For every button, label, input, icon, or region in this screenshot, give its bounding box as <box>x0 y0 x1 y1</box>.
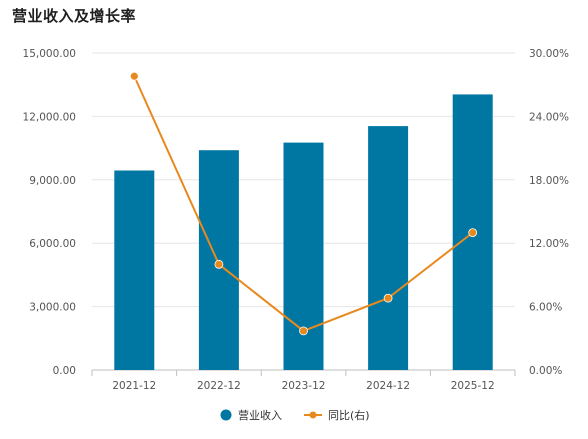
bar <box>283 142 324 370</box>
bar <box>368 126 409 370</box>
line-point <box>468 228 478 238</box>
y-left-tick-label: 9,000.00 <box>29 175 76 187</box>
legend-marker-bar <box>220 409 232 421</box>
x-tick-label: 2024-12 <box>366 380 410 392</box>
legend-label: 同比(右) <box>328 408 370 422</box>
y-right-tick-label: 18.00% <box>529 175 569 187</box>
x-tick-label: 2022-12 <box>197 380 241 392</box>
line-point <box>129 71 139 81</box>
y-right-tick-label: 24.00% <box>529 111 569 123</box>
tick-labels: 0.00 3,000.00 6,000.00 9,000.00 12,000.00 15,… <box>23 48 570 392</box>
line-point <box>214 259 224 269</box>
y-left-tick-label: 6,000.00 <box>29 238 76 250</box>
y-right-tick-label: 12.00% <box>529 238 569 250</box>
x-tick-label: 2025-12 <box>451 380 495 392</box>
y-right-tick-label: 0.00% <box>529 365 562 377</box>
axes <box>91 369 516 376</box>
chart-title: 营业收入及增长率 <box>12 7 137 25</box>
y-left-tick-label: 3,000.00 <box>29 302 76 314</box>
legend-marker-point <box>309 411 317 419</box>
line-point <box>383 293 393 303</box>
legend: 营业收入 同比(右) <box>220 408 370 422</box>
y-left-tick-label: 0.00 <box>53 365 76 377</box>
legend-label: 营业收入 <box>238 408 282 422</box>
y-left-tick-label: 12,000.00 <box>23 111 76 123</box>
line-series <box>129 71 478 336</box>
line-point <box>299 326 308 336</box>
bar <box>114 170 155 370</box>
x-tick-label: 2023-12 <box>282 380 326 392</box>
y-right-tick-label: 6.00% <box>529 302 562 314</box>
x-tick-label: 2021-12 <box>112 380 156 392</box>
y-left-tick-label: 15,000.00 <box>23 48 76 60</box>
y-right-tick-label: 30.00% <box>529 48 569 60</box>
